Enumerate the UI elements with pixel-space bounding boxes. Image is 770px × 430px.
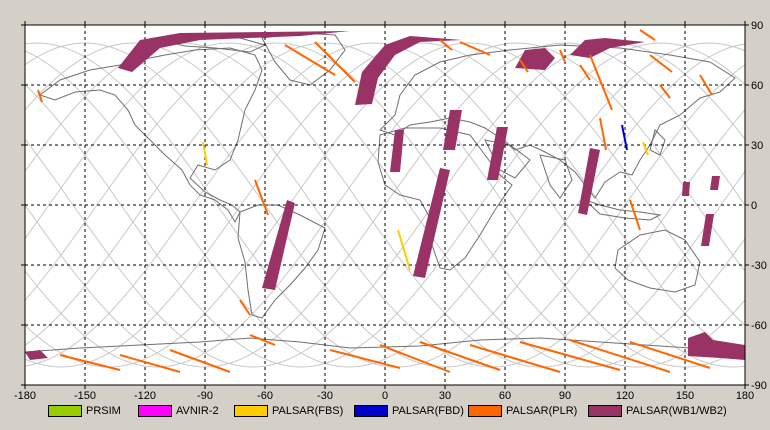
swath-wb-14 bbox=[688, 332, 745, 360]
coast-indonesia bbox=[584, 199, 662, 221]
legend-swatch-prsim bbox=[48, 405, 82, 417]
swath-wb-7 bbox=[487, 127, 508, 180]
swath-wb-9 bbox=[413, 168, 450, 278]
swath-wb-2 bbox=[355, 36, 462, 105]
lat-tick-label: 90 bbox=[751, 20, 763, 32]
swaths-fbd bbox=[621, 124, 628, 151]
swath-wb-4 bbox=[570, 38, 645, 58]
legend: PRSIM AVNIR-2 PALSAR(FBS) PALSAR(FBD) PA… bbox=[48, 402, 748, 422]
swaths-fbs bbox=[202, 141, 649, 271]
graticule bbox=[25, 25, 745, 385]
legend-item-palsar-wb: PALSAR(WB1/WB2) bbox=[588, 402, 727, 420]
lon-tick-label: 120 bbox=[616, 390, 634, 402]
coverage-swaths bbox=[25, 29, 745, 373]
lon-tick-label: 150 bbox=[676, 390, 694, 402]
legend-swatch-palsar-fbs bbox=[234, 405, 268, 417]
swath-wb-10 bbox=[578, 148, 600, 215]
swaths-plr bbox=[37, 29, 713, 373]
legend-label-palsar-plr: PALSAR(PLR) bbox=[506, 405, 578, 417]
coast-australia bbox=[614, 229, 701, 293]
legend-item-avnir2: AVNIR-2 bbox=[138, 402, 219, 420]
coast-japan bbox=[649, 129, 666, 156]
lat-tick-label: -30 bbox=[751, 260, 767, 272]
lon-tick-label: 60 bbox=[499, 390, 511, 402]
lon-tick-label: 0 bbox=[382, 390, 388, 402]
lon-tick-label: -60 bbox=[257, 390, 273, 402]
legend-swatch-palsar-fbd bbox=[354, 405, 388, 417]
lon-tick-label: 90 bbox=[559, 390, 571, 402]
lat-tick-label: -90 bbox=[751, 380, 767, 392]
legend-swatch-palsar-plr bbox=[468, 405, 502, 417]
legend-label-avnir2: AVNIR-2 bbox=[176, 405, 219, 417]
lon-tick-label: -180 bbox=[14, 390, 36, 402]
legend-swatch-avnir2 bbox=[138, 405, 172, 417]
swath-wb-5 bbox=[390, 130, 404, 172]
lon-tick-label: 180 bbox=[736, 390, 754, 402]
lon-tick-label: 30 bbox=[439, 390, 451, 402]
lon-tick-label: -30 bbox=[317, 390, 333, 402]
swath-wb-6 bbox=[443, 110, 462, 150]
coast-eurasia bbox=[379, 44, 736, 199]
coast-india bbox=[539, 154, 573, 199]
legend-item-palsar-fbs: PALSAR(FBS) bbox=[234, 402, 343, 420]
swath-wb-11 bbox=[682, 182, 690, 196]
legend-item-prsim: PRSIM bbox=[48, 402, 121, 420]
legend-label-palsar-wb: PALSAR(WB1/WB2) bbox=[626, 405, 727, 417]
coast-north-america bbox=[38, 47, 263, 224]
legend-label-palsar-fbs: PALSAR(FBS) bbox=[272, 405, 344, 417]
lat-tick-label: 60 bbox=[751, 80, 763, 92]
legend-item-palsar-fbd: PALSAR(FBD) bbox=[354, 402, 464, 420]
legend-item-palsar-plr: PALSAR(PLR) bbox=[468, 402, 577, 420]
lon-tick-label: -90 bbox=[197, 390, 213, 402]
lon-tick-label: -150 bbox=[74, 390, 96, 402]
swath-wb-1 bbox=[118, 31, 350, 72]
swath-wb-3 bbox=[515, 48, 555, 70]
swath-wb-15 bbox=[25, 350, 48, 360]
lat-tick-label: 30 bbox=[751, 140, 763, 152]
lon-tick-label: -120 bbox=[134, 390, 156, 402]
swath-wb-12 bbox=[710, 176, 720, 190]
swath-wb-13 bbox=[701, 214, 714, 246]
axis-ticks: -180 -150 -120 -90 -60 -30 0 30 60 90 120 150 180 90 6… bbox=[14, 20, 767, 402]
swath-wb-8 bbox=[262, 200, 295, 290]
legend-swatch-palsar-wb bbox=[588, 405, 622, 417]
lat-tick-label: 0 bbox=[751, 200, 757, 212]
legend-label-prsim: PRSIM bbox=[86, 405, 121, 417]
coast-africa bbox=[377, 127, 513, 271]
lat-tick-label: -60 bbox=[751, 320, 767, 332]
legend-label-palsar-fbd: PALSAR(FBD) bbox=[392, 405, 464, 417]
